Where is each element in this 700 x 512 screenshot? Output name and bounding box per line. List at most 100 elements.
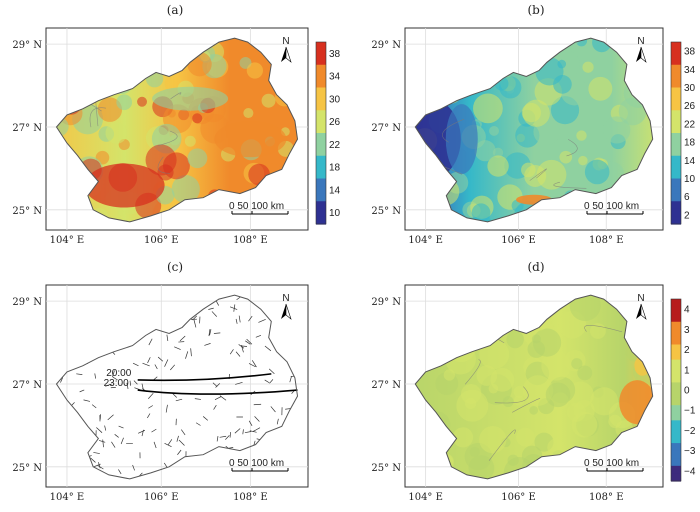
fill-patch: [192, 113, 203, 124]
colorbar-segment: [671, 49, 681, 58]
latitude-label: 25° N: [12, 206, 42, 217]
colorbar-frame: [670, 41, 682, 225]
district-boundary: [584, 325, 623, 333]
wind-barb: [96, 427, 103, 433]
district-boundary: [488, 429, 516, 461]
longitude-label: 106° E: [144, 235, 179, 246]
colorbar-tick-label: 2: [684, 210, 690, 221]
wind-barb: [79, 389, 85, 393]
colorbar-tick-label: 2: [684, 345, 690, 356]
fill-patch: [116, 94, 133, 111]
wind-barb: [204, 343, 211, 346]
colorbar-tick-label: 30: [329, 94, 341, 105]
colorbar-segment: [316, 102, 326, 111]
wind-barb: [175, 398, 183, 402]
fill-patch: [97, 97, 123, 122]
north-label: N: [637, 293, 644, 304]
wind-barb: [190, 348, 192, 357]
colorbar-segment: [671, 336, 681, 346]
north-arrow-icon: [636, 304, 641, 319]
wind-barb: [192, 315, 197, 321]
colorbar-segment: [671, 382, 681, 391]
wind-barb: [165, 404, 168, 413]
wind-barb: [181, 429, 186, 436]
latitude-label: 25° N: [371, 206, 401, 217]
wind-barb: [118, 469, 122, 475]
fill-patch: [261, 93, 276, 108]
colorbar-segment: [316, 140, 326, 149]
colorbar-tick-label: 6: [684, 192, 690, 203]
fill-patch: [521, 162, 536, 178]
colorbar-tick-label: 18: [684, 138, 696, 149]
wind-barb: [164, 359, 169, 367]
wind-barb: [241, 345, 244, 353]
wind-barb: [90, 457, 96, 463]
wind-barb: [212, 382, 218, 387]
latitude-label: 29° N: [371, 40, 401, 51]
wind-barb: [248, 315, 253, 322]
scale-label: 0 50 100 km: [584, 458, 639, 469]
colorbar-segment: [316, 87, 326, 96]
colorbar-segment: [671, 163, 681, 172]
wind-barb: [163, 462, 168, 468]
colorbar-segment: [671, 87, 681, 96]
colorbar-tick-label: 26: [329, 117, 341, 128]
wind-barb: [185, 351, 189, 359]
province-outline: [55, 294, 299, 480]
colorbar-segment: [671, 329, 681, 338]
fill-patch: [522, 375, 554, 406]
district-boundary: [512, 398, 541, 413]
warm-region: [214, 121, 287, 158]
wind-barb: [147, 413, 151, 419]
longitude-label: 104° E: [408, 235, 443, 246]
north-arrow-icon: [281, 304, 286, 319]
wind-barb: [132, 464, 135, 471]
colorbar-tick-label: 3: [684, 325, 690, 336]
wind-barb: [213, 404, 217, 410]
fill-patch: [105, 122, 128, 144]
front-line-2000: [137, 373, 272, 382]
fill-patch: [541, 351, 571, 381]
wind-barb: [244, 431, 252, 434]
wind-barb: [209, 329, 212, 336]
longitude-label: 106° E: [144, 492, 179, 503]
colorbar-segment: [671, 42, 681, 51]
wind-barb: [91, 404, 97, 409]
wind-barb: [83, 399, 91, 402]
fill-patch: [490, 367, 515, 392]
colorbar-segment: [671, 208, 681, 218]
north-arrow-icon-half: [285, 303, 292, 320]
fill-patch: [521, 102, 542, 123]
wind-barb: [102, 439, 104, 448]
colorbar-segment: [671, 110, 681, 119]
time-label-2000: 20:00: [106, 368, 131, 379]
wind-barb: [166, 334, 169, 341]
front-line-2300: [137, 389, 298, 395]
wind-barb: [157, 356, 164, 362]
colorbar-segment: [671, 412, 681, 421]
wind-barb: [264, 379, 270, 384]
wind-barb: [174, 346, 181, 350]
wind-barb: [195, 422, 201, 426]
longitude-label: 104° E: [408, 492, 443, 503]
wind-barb: [93, 452, 100, 454]
colorbar-segment: [316, 163, 326, 172]
colorbar-segment: [671, 435, 681, 444]
latitude-label: 29° N: [371, 297, 401, 308]
colorbar-segment: [316, 95, 326, 104]
wind-barb: [164, 443, 172, 448]
wind-barb: [76, 373, 83, 375]
colorbar-segment: [316, 57, 326, 66]
colorbar-segment: [671, 216, 681, 225]
wind-barb: [147, 357, 151, 364]
fill-patch: [559, 150, 573, 164]
latitude-label: 25° N: [12, 463, 42, 474]
colorbar-tick-label: 10: [684, 174, 696, 185]
colorbar-tick-label: 22: [684, 119, 696, 130]
fill-patch: [184, 135, 196, 147]
fill-patch: [246, 62, 263, 79]
colorbar-segment: [316, 186, 326, 195]
wind-barb: [214, 396, 222, 401]
colorbar-tick-label: 4: [684, 305, 690, 316]
